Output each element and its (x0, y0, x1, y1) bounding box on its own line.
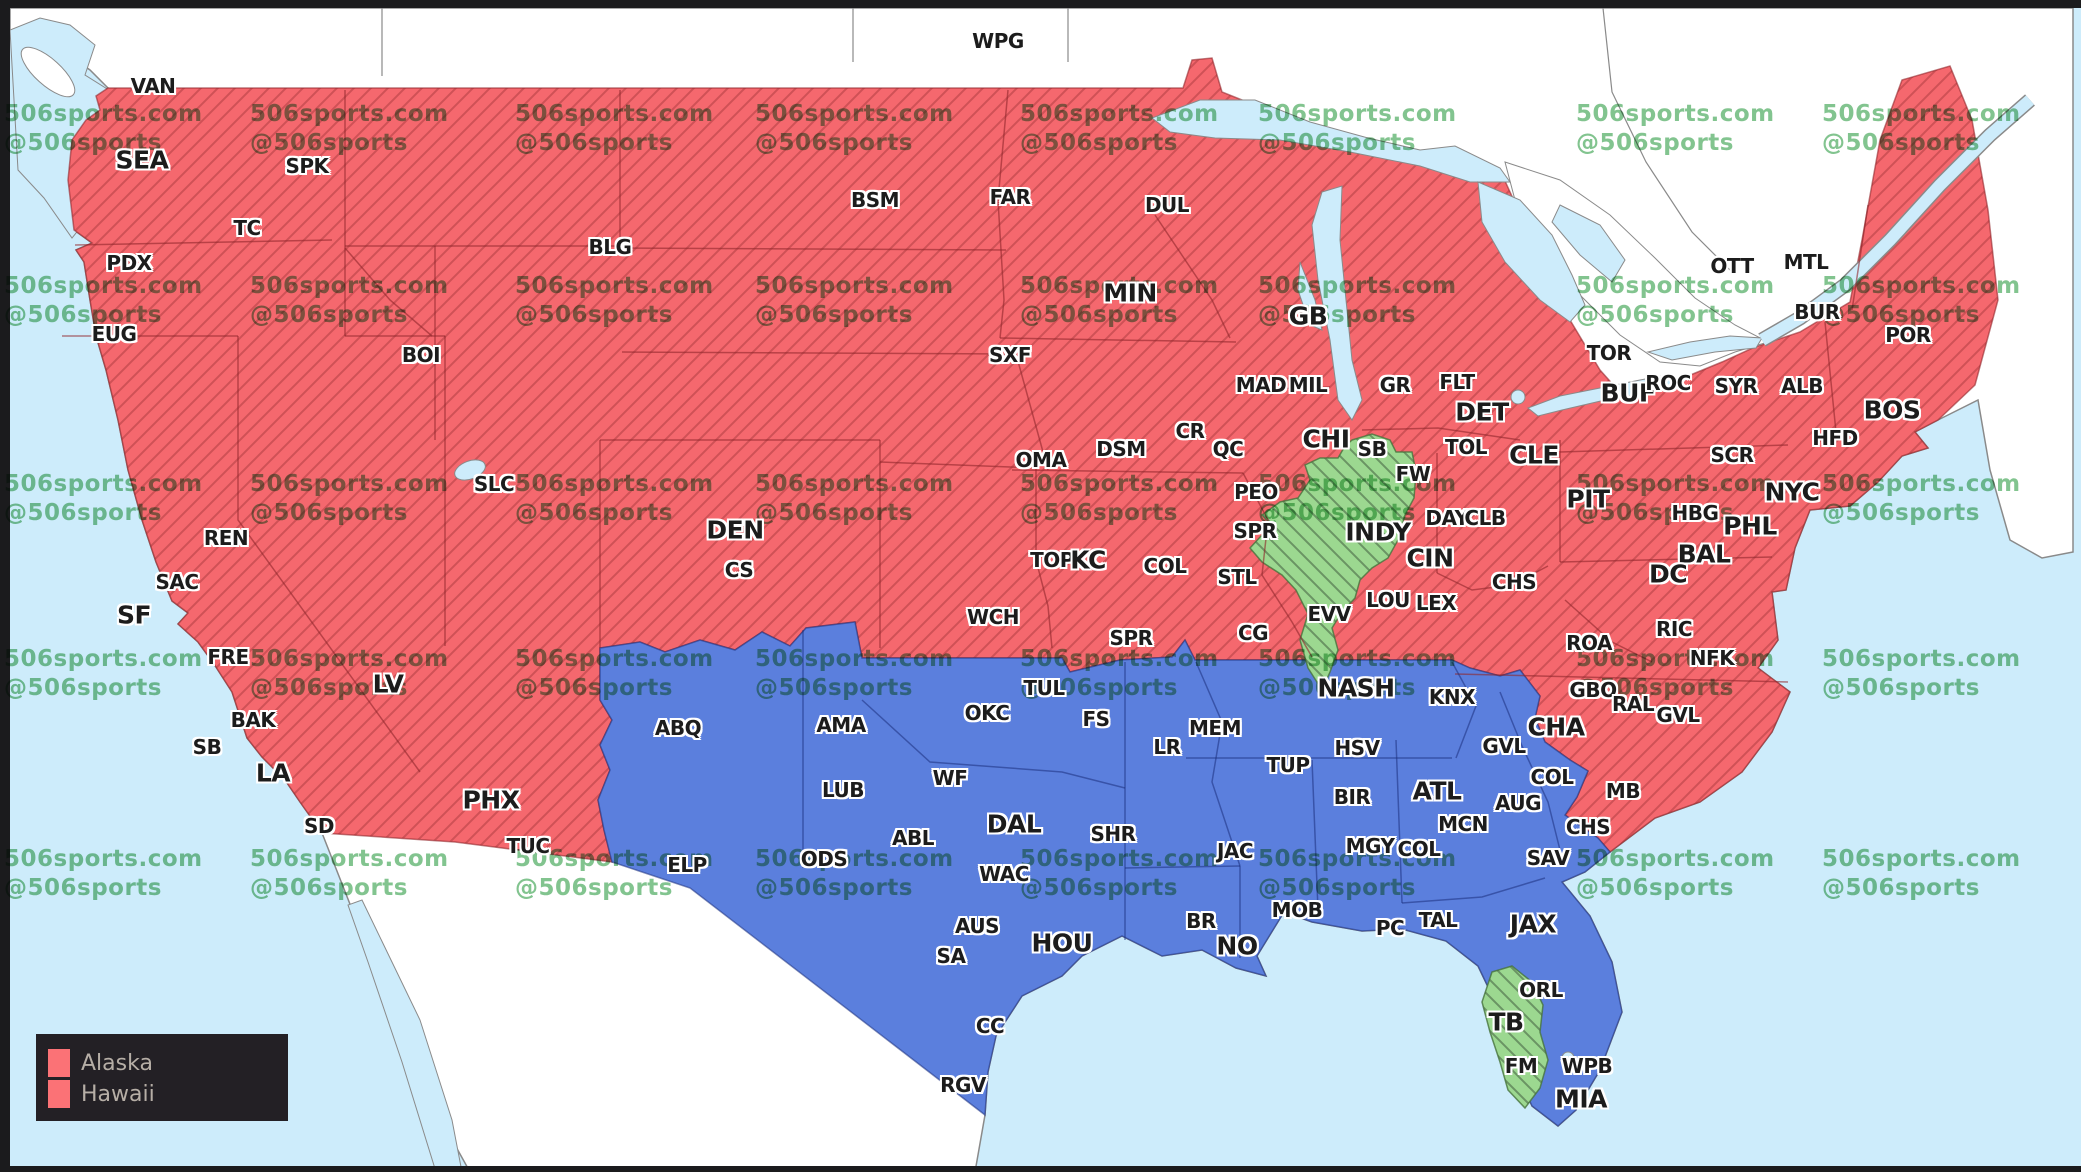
legend-swatch-icon (48, 1080, 70, 1108)
canada-borders (381, 8, 1733, 273)
great-lakes (454, 99, 1763, 1065)
state-borders-red (62, 89, 1869, 773)
region-green-indiana (1248, 433, 1417, 692)
region-green-tampa (1481, 965, 1549, 1110)
gulf-of-california (347, 899, 462, 1166)
legend-swatch-icon (48, 1049, 70, 1077)
coverage-map: 506sports.com @506sports 506sports.com @506… (4, 8, 2081, 1166)
lake-erie (1527, 373, 1686, 417)
georgian-bay (1551, 204, 1626, 283)
green-bay-water (1297, 261, 1323, 331)
lake-michigan (1311, 185, 1363, 421)
lake-superior (1150, 99, 1511, 183)
legend-item-alaska: Alaska (48, 1049, 278, 1077)
region-blue (597, 621, 1623, 1127)
legend-item-hawaii: Hawaii (48, 1080, 278, 1108)
lake-huron (1477, 181, 1586, 323)
lake-st-clair (1510, 389, 1526, 405)
map-legend: Alaska Hawaii (36, 1034, 288, 1121)
map-canvas (10, 8, 2074, 1166)
vancouver-island (20, 46, 76, 98)
state-borders-blue (802, 630, 1563, 958)
lake-ontario (1646, 335, 1763, 361)
legend-label: Alaska (81, 1050, 153, 1076)
lake-okeechobee (1561, 1051, 1575, 1065)
st-lawrence-river-water (1758, 95, 2034, 346)
legend-label: Hawaii (81, 1081, 155, 1107)
great-salt-lake (454, 459, 486, 481)
